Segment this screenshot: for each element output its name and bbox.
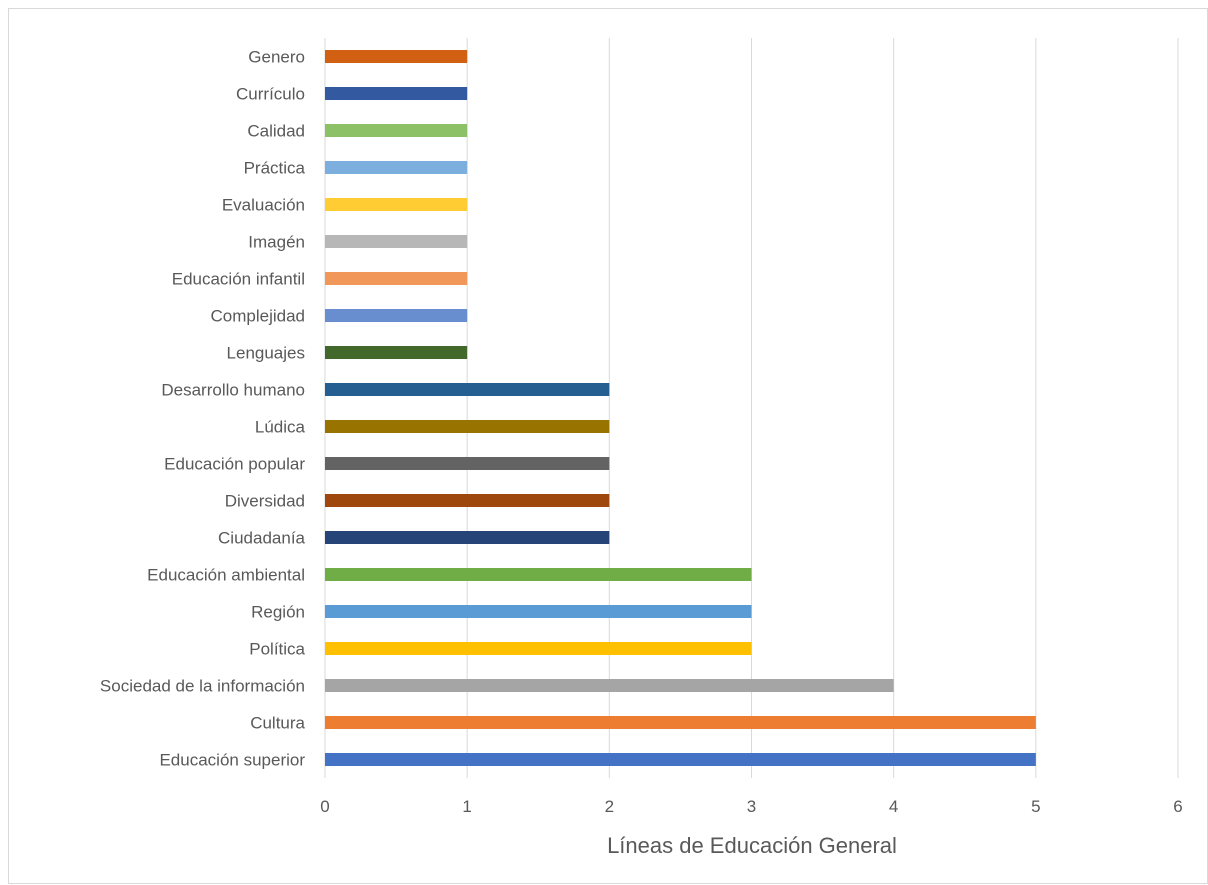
category-label: Desarrollo humano bbox=[161, 381, 305, 400]
bar bbox=[325, 346, 468, 359]
category-label: Educación popular bbox=[164, 455, 305, 474]
bar bbox=[325, 383, 610, 396]
category-labels: Educación superior Cultura Sociedad de la … bbox=[100, 48, 306, 770]
bar bbox=[325, 272, 468, 285]
bar bbox=[325, 420, 610, 433]
category-label: Cultura bbox=[250, 714, 305, 733]
chart-border bbox=[8, 8, 1208, 884]
bar bbox=[325, 494, 610, 507]
bars bbox=[325, 50, 1036, 766]
x-tick-label: 2 bbox=[605, 797, 614, 816]
bar bbox=[325, 531, 610, 544]
x-tick-label: 1 bbox=[462, 797, 471, 816]
x-tick-label: 3 bbox=[747, 797, 756, 816]
category-label: Calidad bbox=[247, 122, 305, 141]
category-label: Lúdica bbox=[255, 418, 306, 437]
category-label: Ciudadanía bbox=[218, 529, 306, 548]
x-tick-label: 0 bbox=[320, 797, 329, 816]
bar bbox=[325, 87, 468, 100]
bar bbox=[325, 161, 468, 174]
category-label: Complejidad bbox=[211, 307, 306, 326]
x-axis-title: Líneas de Educación General bbox=[607, 833, 897, 858]
x-tick-label: 5 bbox=[1031, 797, 1040, 816]
x-tick-label: 4 bbox=[889, 797, 898, 816]
x-tick-labels: 0 1 2 3 4 5 6 bbox=[320, 797, 1182, 816]
category-label: Educación infantil bbox=[172, 270, 305, 289]
bar bbox=[325, 50, 468, 63]
bar bbox=[325, 679, 894, 692]
bar bbox=[325, 753, 1036, 766]
bar bbox=[325, 642, 752, 655]
bar bbox=[325, 309, 468, 322]
bar bbox=[325, 198, 468, 211]
category-label: Evaluación bbox=[222, 196, 305, 215]
category-label: Política bbox=[249, 640, 305, 659]
x-tick-label: 6 bbox=[1173, 797, 1182, 816]
category-label: Sociedad de la información bbox=[100, 677, 305, 696]
category-label: Región bbox=[251, 603, 305, 622]
bar bbox=[325, 605, 752, 618]
bar bbox=[325, 716, 1036, 729]
bar bbox=[325, 235, 468, 248]
category-label: Currículo bbox=[236, 85, 305, 104]
category-label: Educación ambiental bbox=[147, 566, 305, 585]
bar bbox=[325, 568, 752, 581]
bar bbox=[325, 124, 468, 137]
category-label: Diversidad bbox=[225, 492, 305, 511]
category-label: Educación superior bbox=[159, 751, 305, 770]
category-label: Genero bbox=[248, 48, 305, 67]
category-label: Lenguajes bbox=[227, 344, 305, 363]
category-label: Práctica bbox=[244, 159, 306, 178]
category-label: Imagén bbox=[248, 233, 305, 252]
bar bbox=[325, 457, 610, 470]
